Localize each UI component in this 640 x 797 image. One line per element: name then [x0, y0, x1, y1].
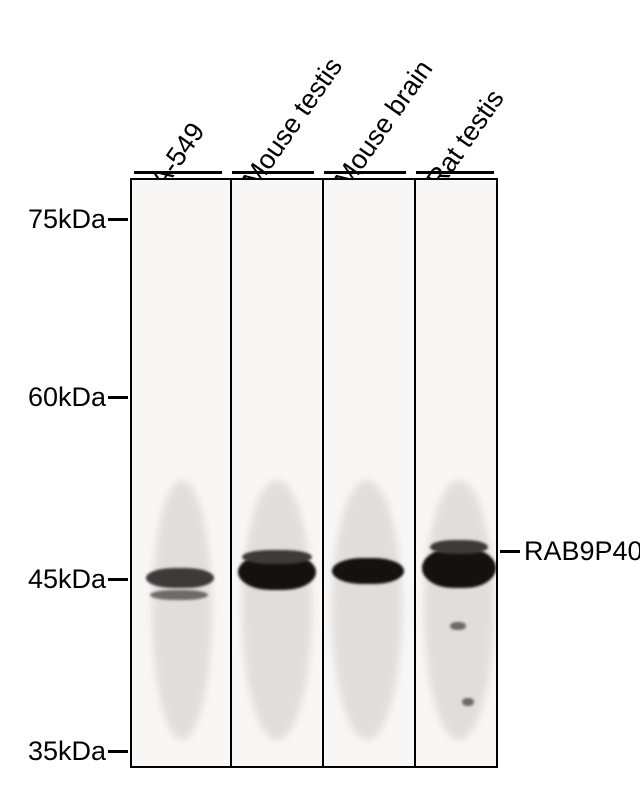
mw-tick-3 [108, 750, 128, 753]
target-tick [500, 550, 520, 553]
band-lane0-sub [150, 590, 208, 600]
lane-underline-0 [134, 171, 222, 174]
bg-smear [424, 480, 494, 740]
bg-smear [242, 480, 312, 740]
mw-tick-1 [108, 396, 128, 399]
lane-underline-2 [324, 171, 406, 174]
bg-smear [332, 480, 402, 740]
band-lane3-main [422, 548, 496, 588]
band-lane0-main [146, 568, 214, 588]
target-protein-label: RAB9P40 [524, 536, 640, 567]
band-lane2-main [332, 558, 404, 584]
band-lane3-spot2 [462, 698, 474, 706]
lane-separator-1 [230, 180, 232, 766]
band-lane1-top [242, 550, 312, 564]
mw-label-0: 75kDa [10, 204, 106, 235]
blot-membrane [130, 178, 498, 768]
mw-tick-0 [108, 218, 128, 221]
mw-label-3: 35kDa [10, 736, 106, 767]
mw-label-1: 60kDa [10, 382, 106, 413]
western-blot-figure: A-549 Mouse testis Mouse brain Rat testi… [0, 0, 640, 797]
lane-separator-3 [414, 180, 416, 766]
lane-underline-1 [232, 171, 314, 174]
mw-tick-2 [108, 578, 128, 581]
lane-underline-3 [416, 171, 494, 174]
mw-label-2: 45kDa [10, 564, 106, 595]
lane-separator-2 [322, 180, 324, 766]
bg-smear [152, 480, 212, 740]
band-lane3-spot1 [450, 622, 466, 630]
band-lane3-top [430, 540, 488, 554]
